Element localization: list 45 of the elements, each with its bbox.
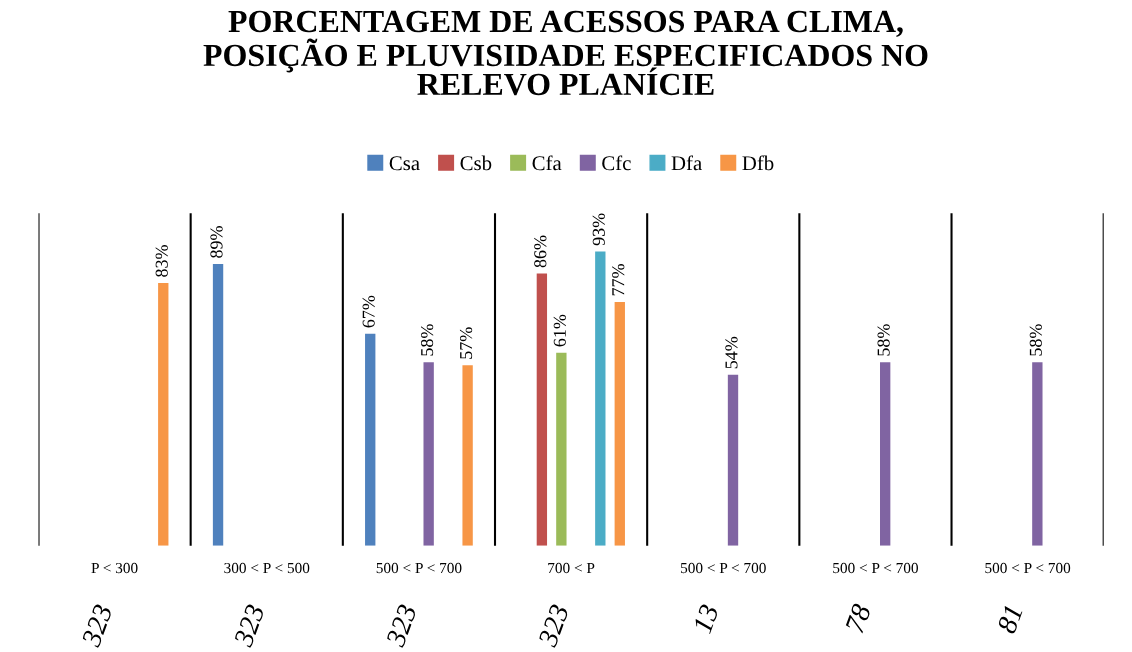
legend-label: Dfa <box>671 155 702 171</box>
data-label: 83% <box>155 245 168 277</box>
bar <box>614 302 625 546</box>
text: 81 <box>996 605 1023 635</box>
bar <box>365 333 376 546</box>
bar <box>880 362 891 546</box>
x-tick-label: 500 < P < 700 <box>833 562 918 574</box>
text: 78 <box>844 602 872 634</box>
text: 323 <box>385 603 418 649</box>
data-label: 61% <box>553 314 566 347</box>
x-tick-label: 700 < P <box>548 562 595 574</box>
x-tick-label: P < 300 <box>91 562 138 574</box>
legend-label: Csa <box>389 156 420 171</box>
x-tick-label: 300 < P < 500 <box>224 562 310 574</box>
bar <box>556 352 567 546</box>
legend-label: Csb <box>460 155 492 171</box>
x-tick-label: 500 < P < 700 <box>376 562 462 574</box>
legend-label: Dfb <box>742 155 774 171</box>
data-label: 77% <box>612 264 625 296</box>
text: 323 <box>81 603 113 649</box>
data-label: 58% <box>420 324 434 356</box>
text: 323 <box>233 603 265 649</box>
data-label: 58% <box>877 324 890 356</box>
bar <box>1032 362 1043 546</box>
data-label: 89% <box>210 226 223 258</box>
chart-title: PORCENTAGEM DE ACESSOS PARA CLIMA, POSIÇÃO E PLUVISIDADE ESPECIFICADOS NO RELEVO PLANÍCIE <box>203 10 928 96</box>
bar <box>212 264 224 546</box>
text: 323 <box>537 603 570 649</box>
bar <box>423 362 434 546</box>
bar <box>536 273 548 546</box>
text: 13 <box>692 603 719 635</box>
data-label: 54% <box>725 336 738 369</box>
bar <box>158 283 169 546</box>
data-label: 58% <box>1029 324 1042 356</box>
data-label: 57% <box>459 327 473 359</box>
bar <box>727 374 739 546</box>
bar <box>462 365 473 546</box>
data-label: 93% <box>592 213 605 246</box>
x-tick-label: 500 < P < 700 <box>985 562 1071 574</box>
x-tick-label: 500 < P < 700 <box>681 562 766 574</box>
legend-label: Cfa <box>532 155 562 171</box>
data-label: 67% <box>362 295 375 328</box>
legend-label: Cfc <box>602 155 631 171</box>
data-label: 86% <box>534 235 547 268</box>
bar <box>595 251 606 546</box>
